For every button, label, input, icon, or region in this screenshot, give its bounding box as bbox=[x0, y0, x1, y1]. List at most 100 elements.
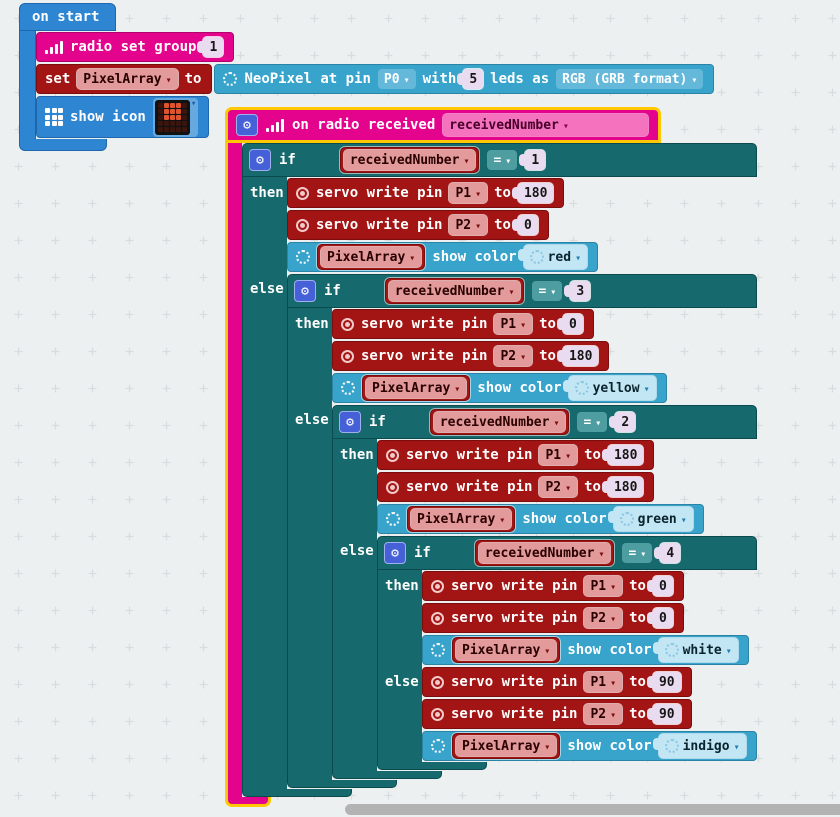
color-dropdown[interactable]: green bbox=[607, 507, 693, 531]
show-icon-block[interactable]: show icon bbox=[36, 96, 210, 138]
on-start-header[interactable]: on start bbox=[19, 3, 117, 31]
variable-block[interactable]: PixelArray bbox=[362, 375, 471, 401]
operator-dropdown[interactable]: = bbox=[487, 150, 518, 170]
show-icon-label: show icon bbox=[70, 109, 146, 125]
variable-block[interactable]: receivedNumber bbox=[339, 147, 480, 173]
servo-write-block[interactable]: servo write pin P2 to 0 bbox=[287, 210, 549, 240]
on-radio-received-header[interactable]: on radio received receivedNumber bbox=[225, 107, 662, 143]
angle-input[interactable]: 0 bbox=[647, 576, 673, 596]
compare-value-input[interactable]: 1 bbox=[519, 150, 546, 170]
if-2-header[interactable]: if receivedNumber = 3 bbox=[287, 274, 757, 308]
then-label: then bbox=[287, 308, 332, 404]
color-dropdown[interactable]: indigo bbox=[652, 734, 746, 758]
neopixel-create-block[interactable]: NeoPixel at pin P0 with 5 leds as RGB (G… bbox=[214, 64, 715, 94]
angle-input[interactable]: 180 bbox=[511, 183, 554, 203]
color-dropdown[interactable]: red bbox=[517, 245, 588, 269]
operator-dropdown[interactable]: = bbox=[532, 281, 563, 301]
if-4-header[interactable]: if receivedNumber = bbox=[377, 536, 757, 570]
variable-block[interactable]: PixelArray bbox=[452, 637, 561, 663]
variable-dropdown[interactable]: PixelArray bbox=[77, 69, 178, 89]
pin-dropdown[interactable]: P2 bbox=[539, 477, 578, 497]
variable-block[interactable]: receivedNumber bbox=[474, 540, 615, 566]
variable-block[interactable]: PixelArray bbox=[317, 244, 426, 270]
then-label: then bbox=[242, 177, 287, 273]
angle-input[interactable]: 180 bbox=[601, 477, 644, 497]
servo-write-block[interactable]: servo write pin P1 to 180 bbox=[377, 440, 655, 470]
compare-value-input[interactable]: 2 bbox=[609, 412, 636, 432]
led-preview[interactable] bbox=[152, 97, 199, 137]
angle-input[interactable]: 0 bbox=[512, 215, 538, 235]
gear-icon[interactable] bbox=[236, 114, 258, 136]
on-start-block[interactable]: on start radio set group 1 set PixelArra… bbox=[19, 3, 715, 151]
pin-dropdown[interactable]: P1 bbox=[584, 672, 623, 692]
led-preview-caret bbox=[191, 100, 196, 109]
then-label: then bbox=[332, 439, 377, 535]
variable-block[interactable]: PixelArray bbox=[452, 733, 561, 759]
servo-write-block[interactable]: servo write pin P2 to 90 bbox=[422, 699, 692, 729]
servo-icon bbox=[431, 611, 444, 625]
pin-dropdown[interactable]: P2 bbox=[584, 608, 623, 628]
if-block-4[interactable]: if receivedNumber = bbox=[377, 536, 757, 770]
show-color-block[interactable]: PixelArray show color white bbox=[422, 635, 749, 665]
angle-input[interactable]: 90 bbox=[647, 672, 681, 692]
pin-dropdown[interactable]: P1 bbox=[494, 314, 533, 334]
servo-icon bbox=[296, 218, 309, 232]
gear-icon[interactable] bbox=[249, 149, 271, 171]
color-dropdown[interactable]: white bbox=[652, 638, 738, 662]
on-start-label: on start bbox=[32, 9, 100, 25]
led-format-dropdown[interactable]: RGB (GRB format) bbox=[556, 69, 704, 89]
color-dropdown[interactable]: yellow bbox=[562, 376, 656, 400]
pin-dropdown[interactable]: P1 bbox=[584, 576, 623, 596]
servo-write-block[interactable]: servo write pin P2 to 180 bbox=[377, 472, 655, 502]
pin-dropdown[interactable]: P1 bbox=[539, 445, 578, 465]
show-color-block[interactable]: PixelArray show color indigo bbox=[422, 731, 757, 761]
servo-write-block[interactable]: servo write pin P1 to 0 bbox=[422, 571, 684, 601]
if-3-header[interactable]: if receivedNumber = bbox=[332, 405, 757, 439]
else-label: else bbox=[287, 404, 332, 780]
servo-write-block[interactable]: servo write pin P1 to 180 bbox=[287, 178, 565, 208]
radio-set-group-block[interactable]: radio set group 1 bbox=[36, 32, 235, 62]
neopixel-ring-icon bbox=[529, 250, 544, 264]
if-block-1[interactable]: if receivedNumber = 1 then bbox=[242, 143, 757, 797]
pin-dropdown[interactable]: P1 bbox=[449, 183, 488, 203]
show-color-block[interactable]: PixelArray show color green bbox=[377, 504, 704, 534]
variable-block[interactable]: receivedNumber bbox=[429, 409, 570, 435]
compare-value-input[interactable]: 3 bbox=[564, 281, 591, 301]
servo-icon bbox=[431, 579, 444, 593]
operator-dropdown[interactable]: = bbox=[577, 412, 608, 432]
with-label: with bbox=[422, 71, 457, 87]
if-1-header[interactable]: if receivedNumber = 1 bbox=[242, 143, 757, 177]
if-3-foot bbox=[332, 771, 442, 779]
horizontal-scrollbar[interactable] bbox=[345, 804, 840, 815]
pin-dropdown[interactable]: P2 bbox=[584, 704, 623, 724]
operator-dropdown[interactable]: = bbox=[622, 543, 653, 563]
servo-write-block[interactable]: servo write pin P2 to 0 bbox=[422, 603, 684, 633]
servo-write-block[interactable]: servo write pin P1 to 0 bbox=[332, 309, 594, 339]
if-block-3[interactable]: if receivedNumber = bbox=[332, 405, 757, 779]
neopixel-pin-dropdown[interactable]: P0 bbox=[377, 69, 416, 89]
angle-input[interactable]: 0 bbox=[557, 314, 583, 334]
servo-write-block[interactable]: servo write pin P1 to 90 bbox=[422, 667, 692, 697]
gear-icon[interactable] bbox=[339, 411, 361, 433]
else-label: else bbox=[332, 535, 377, 771]
variable-block[interactable]: receivedNumber bbox=[384, 278, 525, 304]
variable-block[interactable]: PixelArray bbox=[407, 506, 516, 532]
on-radio-received-block[interactable]: on radio received receivedNumber if rece… bbox=[225, 107, 757, 807]
angle-input[interactable]: 180 bbox=[556, 346, 599, 366]
radio-group-input[interactable]: 1 bbox=[197, 37, 224, 57]
angle-input[interactable]: 0 bbox=[647, 608, 673, 628]
compare-value-input[interactable]: 4 bbox=[654, 543, 681, 563]
set-variable-block[interactable]: set PixelArray to bbox=[36, 64, 213, 94]
gear-icon[interactable] bbox=[384, 542, 406, 564]
angle-input[interactable]: 90 bbox=[647, 704, 681, 724]
pin-dropdown[interactable]: P2 bbox=[449, 215, 488, 235]
show-color-block[interactable]: PixelArray show color yellow bbox=[332, 373, 667, 403]
led-count-input[interactable]: 5 bbox=[457, 69, 484, 89]
servo-write-block[interactable]: servo write pin P2 to 180 bbox=[332, 341, 610, 371]
angle-input[interactable]: 180 bbox=[601, 445, 644, 465]
if-block-2[interactable]: if receivedNumber = 3 bbox=[287, 274, 757, 788]
gear-icon[interactable] bbox=[294, 280, 316, 302]
show-color-block[interactable]: PixelArray show color red bbox=[287, 242, 599, 272]
pin-dropdown[interactable]: P2 bbox=[494, 346, 533, 366]
radio-param-field[interactable]: receivedNumber bbox=[443, 114, 649, 136]
